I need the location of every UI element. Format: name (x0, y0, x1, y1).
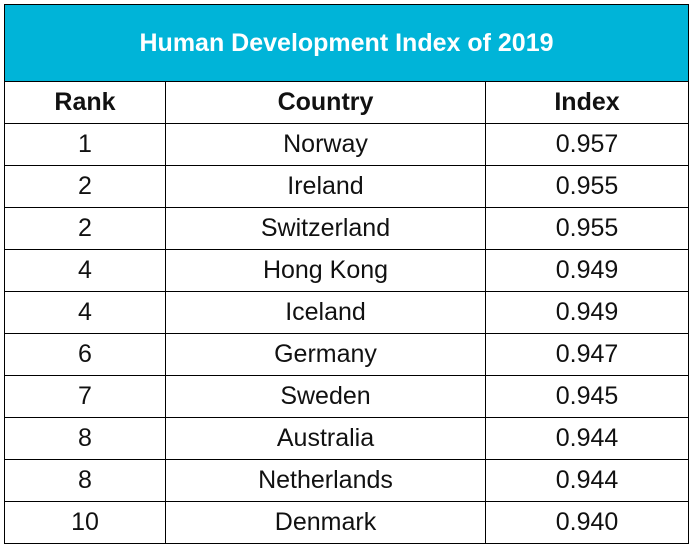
country-cell: Australia (165, 417, 486, 460)
table-title: Human Development Index of 2019 (3, 4, 690, 82)
country-cell: Netherlands (165, 459, 486, 502)
country-cell: Sweden (165, 375, 486, 418)
table-row: 8 Netherlands 0.944 (4, 459, 690, 502)
country-cell: Switzerland (165, 207, 486, 250)
index-cell: 0.947 (484, 333, 690, 376)
hdi-table-container: Human Development Index of 2019 Rank Cou… (3, 4, 690, 544)
table-row: 10 Denmark 0.940 (4, 501, 690, 544)
table-row: 7 Sweden 0.945 (4, 375, 690, 418)
index-cell: 0.955 (484, 207, 690, 250)
country-cell: Hong Kong (165, 249, 486, 292)
table-row: 2 Ireland 0.955 (4, 165, 690, 208)
index-cell: 0.949 (484, 249, 690, 292)
country-cell: Germany (165, 333, 486, 376)
rank-cell: 10 (4, 501, 166, 544)
rank-cell: 4 (4, 249, 166, 292)
rank-cell: 8 (4, 459, 166, 502)
table-row: 6 Germany 0.947 (4, 333, 690, 376)
index-cell: 0.955 (484, 165, 690, 208)
index-cell: 0.949 (484, 291, 690, 334)
column-header-index: Index (484, 81, 690, 124)
table-row: 1 Norway 0.957 (4, 123, 690, 166)
country-cell: Norway (165, 123, 486, 166)
index-cell: 0.945 (484, 375, 690, 418)
rank-cell: 2 (4, 207, 166, 250)
country-cell: Denmark (165, 501, 486, 544)
rank-cell: 1 (4, 123, 166, 166)
table-row: 4 Iceland 0.949 (4, 291, 690, 334)
rank-cell: 8 (4, 417, 166, 460)
country-cell: Ireland (165, 165, 486, 208)
table-row: 2 Switzerland 0.955 (4, 207, 690, 250)
index-cell: 0.957 (484, 123, 690, 166)
index-cell: 0.944 (484, 417, 690, 460)
column-header-rank: Rank (4, 81, 166, 124)
title-row: Human Development Index of 2019 (3, 4, 690, 82)
index-cell: 0.940 (484, 501, 690, 544)
header-row: Rank Country Index (4, 81, 690, 124)
country-cell: Iceland (165, 291, 486, 334)
rank-cell: 6 (4, 333, 166, 376)
table-row: 4 Hong Kong 0.949 (4, 249, 690, 292)
rank-cell: 4 (4, 291, 166, 334)
column-header-country: Country (165, 81, 486, 124)
rank-cell: 2 (4, 165, 166, 208)
rank-cell: 7 (4, 375, 166, 418)
index-cell: 0.944 (484, 459, 690, 502)
hdi-table: Human Development Index of 2019 Rank Cou… (3, 4, 690, 544)
table-row: 8 Australia 0.944 (4, 417, 690, 460)
